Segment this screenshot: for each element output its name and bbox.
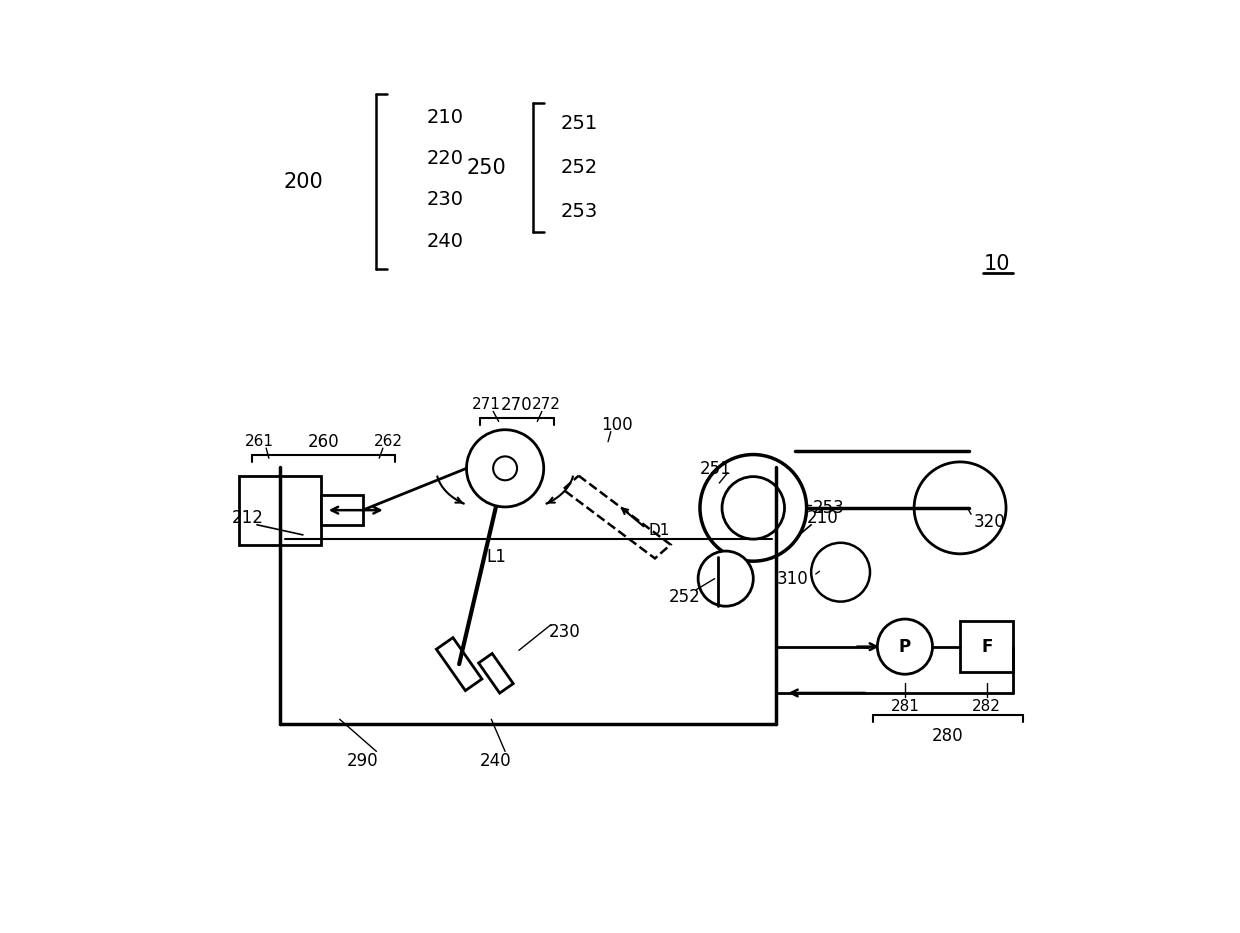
Bar <box>321 495 362 525</box>
Text: 320: 320 <box>973 512 1006 531</box>
Text: 200: 200 <box>283 172 322 191</box>
Circle shape <box>699 454 806 561</box>
Text: L1: L1 <box>486 548 506 566</box>
Text: 230: 230 <box>549 623 580 641</box>
Text: 10: 10 <box>983 255 1011 274</box>
Text: 251: 251 <box>699 460 732 479</box>
Text: 212: 212 <box>232 509 264 527</box>
Text: 210: 210 <box>806 509 838 527</box>
Text: 253: 253 <box>560 202 598 221</box>
Text: 310: 310 <box>777 570 808 588</box>
Text: 253: 253 <box>813 499 844 517</box>
Text: 252: 252 <box>668 588 701 606</box>
Circle shape <box>878 620 932 675</box>
Text: 100: 100 <box>601 416 634 434</box>
Text: 250: 250 <box>466 158 507 178</box>
Circle shape <box>811 543 870 602</box>
Text: 271: 271 <box>472 397 501 412</box>
Bar <box>960 620 1013 673</box>
Polygon shape <box>436 637 482 690</box>
Circle shape <box>914 462 1006 554</box>
Text: 281: 281 <box>890 699 919 714</box>
Text: 210: 210 <box>427 107 464 127</box>
Text: 260: 260 <box>308 433 339 451</box>
Text: 261: 261 <box>246 434 274 449</box>
Text: 251: 251 <box>560 114 598 133</box>
Bar <box>238 476 321 545</box>
Text: 240: 240 <box>480 752 512 770</box>
Text: 220: 220 <box>427 149 464 168</box>
Circle shape <box>494 456 517 480</box>
Text: 280: 280 <box>931 727 963 745</box>
Circle shape <box>698 551 753 606</box>
Text: 290: 290 <box>347 752 378 770</box>
Text: 252: 252 <box>560 159 598 177</box>
Circle shape <box>722 477 785 539</box>
Text: F: F <box>981 637 992 656</box>
Text: 270: 270 <box>501 396 533 414</box>
Text: 272: 272 <box>532 397 560 412</box>
Text: D1: D1 <box>649 523 670 538</box>
Polygon shape <box>479 653 513 693</box>
Text: 240: 240 <box>427 231 464 251</box>
Text: 262: 262 <box>374 434 403 449</box>
Text: 230: 230 <box>427 190 464 209</box>
Circle shape <box>466 430 543 507</box>
Text: P: P <box>899 637 911 656</box>
Text: 282: 282 <box>972 699 1001 714</box>
